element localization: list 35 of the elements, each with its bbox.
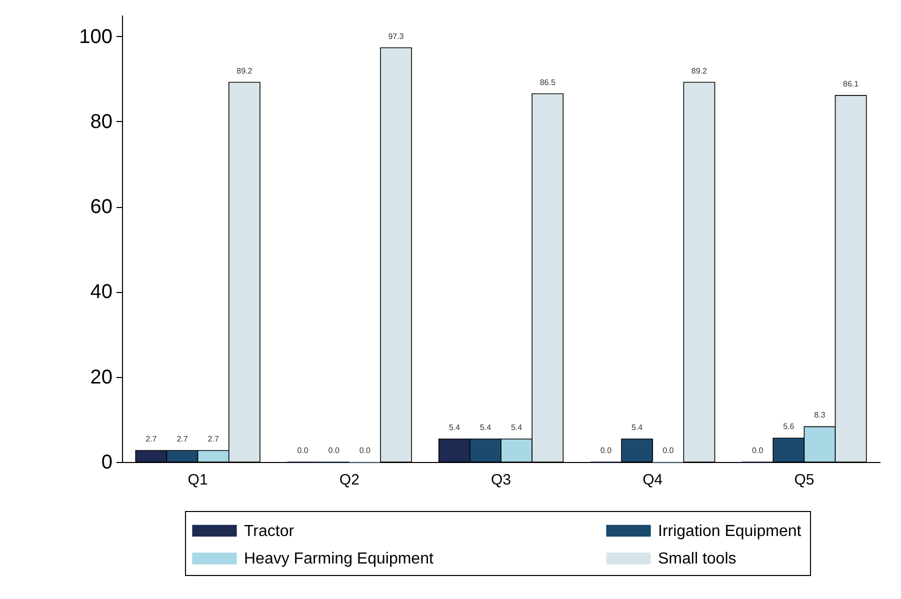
y-tick-label: 60 — [90, 196, 112, 218]
data-label: 8.3 — [814, 410, 826, 420]
data-label: 0.0 — [297, 446, 309, 455]
data-label: 0.0 — [359, 446, 372, 455]
data-label: 0.0 — [600, 446, 612, 455]
data-label: 5.4 — [448, 423, 460, 432]
x-tick-label: Q1 — [188, 472, 208, 488]
x-tick-label: Q5 — [794, 472, 814, 488]
y-tick-label: 40 — [90, 281, 112, 304]
data-label: 97.3 — [388, 32, 404, 41]
data-label: 89.2 — [236, 66, 253, 76]
x-tick-label: Q2 — [339, 472, 360, 488]
data-label: 5.6 — [783, 422, 795, 432]
data-label: 89.2 — [691, 66, 708, 76]
data-label: 0.0 — [662, 446, 674, 455]
legend-label: Irrigation Equipment — [658, 522, 802, 540]
legend-label: Tractor — [244, 522, 295, 540]
data-label: 2.7 — [208, 434, 220, 444]
y-tick-label: 0 — [101, 452, 112, 474]
legend-label: Small tools — [658, 550, 736, 568]
data-label: 5.4 — [480, 423, 492, 432]
data-label: 5.4 — [510, 423, 523, 432]
data-label: 5.4 — [632, 423, 644, 432]
data-label: 86.5 — [540, 78, 556, 87]
legend-label: Heavy Farming Equipment — [244, 550, 434, 568]
data-label: 2.7 — [146, 434, 158, 444]
x-tick-label: Q4 — [642, 472, 663, 488]
data-label: 0.0 — [328, 446, 340, 455]
y-tick-label: 80 — [90, 110, 112, 133]
y-tick-label: 20 — [90, 366, 112, 388]
x-tick-label: Q3 — [490, 472, 512, 488]
y-tick-label: 100 — [79, 26, 112, 48]
data-label: 0.0 — [752, 446, 764, 455]
data-label: 2.7 — [176, 434, 188, 444]
data-label: 86.1 — [843, 79, 860, 88]
